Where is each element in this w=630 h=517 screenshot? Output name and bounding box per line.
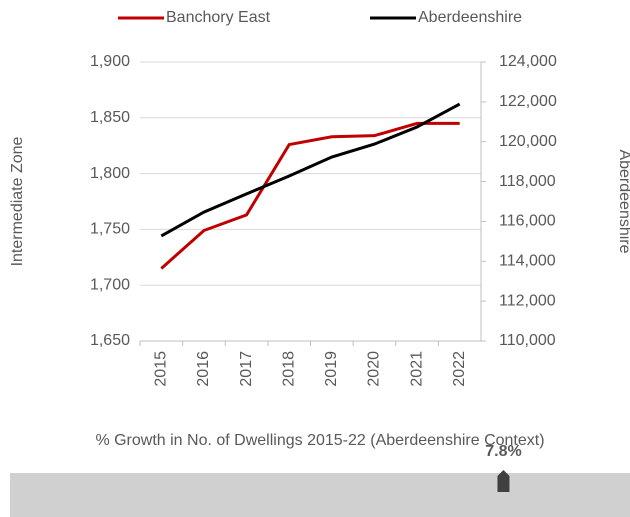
gauge-track (10, 473, 630, 517)
x-tick-label: 2016 (195, 351, 212, 387)
gauge-marker (497, 470, 510, 492)
y-tick-label: 1,900 (90, 53, 130, 70)
legend-label: Aberdeenshire (418, 9, 522, 26)
x-tick-label: 2022 (451, 351, 468, 387)
gauge-value-label: 7.8% (485, 443, 521, 460)
x-tick-label: 2020 (366, 351, 383, 387)
x-tick-label: 2017 (238, 351, 255, 387)
y-tick-label: 1,750 (90, 221, 130, 238)
x-tick-label: 2015 (153, 351, 170, 387)
x-tick-label: 2018 (280, 351, 297, 387)
y2-tick-label: 118,000 (499, 173, 556, 190)
y-tick-label: 1,850 (90, 109, 130, 126)
y-tick-label: 1,800 (90, 165, 130, 182)
y2-tick-label: 116,000 (499, 213, 556, 230)
series-line (160, 121, 460, 270)
y2-axis-title: Aberdeenshire (616, 149, 630, 253)
x-tick-label: 2021 (408, 351, 425, 387)
y2-tick-label: 120,000 (499, 133, 557, 150)
legend-label: Banchory East (166, 9, 271, 26)
y2-tick-label: 114,000 (499, 253, 556, 270)
y-tick-label: 1,650 (90, 332, 130, 349)
gauge-title: % Growth in No. of Dwellings 2015-22 (Ab… (95, 432, 544, 449)
y2-tick-label: 124,000 (499, 53, 557, 70)
y2-tick-label: 112,000 (499, 292, 556, 309)
series-line (160, 102, 461, 238)
y2-tick-label: 122,000 (499, 93, 557, 110)
x-tick-label: 2019 (323, 351, 340, 387)
y-axis-title: Intermediate Zone (9, 136, 26, 266)
y2-tick-label: 110,000 (499, 332, 556, 349)
y-tick-label: 1,700 (90, 276, 130, 293)
